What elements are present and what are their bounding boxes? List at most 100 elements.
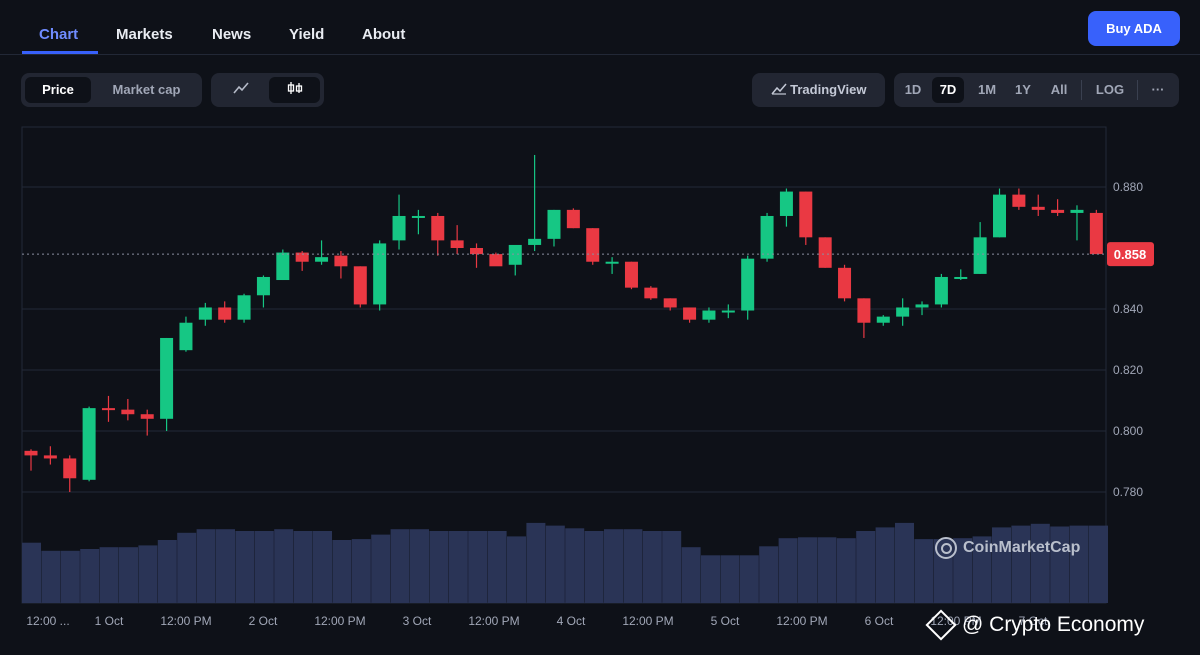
candle-body: [82, 408, 96, 480]
volume-bar: [681, 547, 701, 603]
crypto-economy-credit: @ Crypto Economy: [925, 609, 1144, 651]
range-1m-button[interactable]: 1M: [977, 82, 997, 97]
volume-bar: [875, 527, 895, 603]
volume-bar: [992, 527, 1011, 603]
x-tick-label: 2 Oct: [249, 614, 278, 628]
candle-body: [1070, 209, 1084, 213]
range-1d-button[interactable]: 1D: [904, 82, 922, 97]
volume-bar: [487, 531, 507, 603]
volume-bar: [895, 522, 914, 603]
candle-body: [411, 215, 425, 218]
tab-news[interactable]: News: [212, 26, 252, 43]
candle-body: [721, 310, 735, 313]
volume-bar: [1030, 523, 1050, 603]
volume-bars: [22, 522, 1108, 603]
candlestick-icon: [287, 78, 303, 104]
volume-bar: [817, 537, 837, 603]
x-tick-label: 5 Oct: [711, 614, 740, 628]
active-tab-indicator: [22, 51, 98, 54]
buy-ada-button[interactable]: Buy ADA: [1088, 11, 1180, 46]
volume-bar: [1011, 525, 1031, 603]
market-cap-button[interactable]: Market cap: [112, 82, 181, 97]
volume-bar: [313, 531, 332, 603]
more-options-button[interactable]: ···: [1151, 82, 1165, 97]
price-button[interactable]: Price: [25, 77, 91, 103]
top-navigation: Chart Markets News Yield About Buy ADA: [0, 0, 1200, 55]
volume-bar: [545, 525, 565, 603]
candle-body: [644, 287, 658, 299]
tradingview-button[interactable]: TradingView: [752, 73, 885, 107]
tab-chart[interactable]: Chart: [39, 26, 79, 43]
current-price-marker: 0.858: [22, 242, 1154, 267]
tab-about[interactable]: About: [362, 26, 406, 43]
price-tag-box: [1107, 242, 1154, 267]
candle-body: [450, 240, 464, 248]
candle-body: [993, 194, 1006, 238]
range-all-button[interactable]: All: [1050, 82, 1068, 97]
tab-yield[interactable]: Yield: [289, 26, 325, 43]
candle-body: [160, 337, 174, 419]
y-tick-label: 0.840: [1113, 302, 1143, 316]
volume-bar: [293, 531, 313, 603]
watermark-text: CoinMarketCap: [963, 539, 1081, 557]
tab-markets[interactable]: Markets: [116, 26, 173, 43]
price-marketcap-toggle: Price Market cap: [21, 73, 202, 107]
volume-bar: [972, 536, 992, 603]
range-1y-button[interactable]: 1Y: [1015, 82, 1031, 97]
candle-body: [256, 276, 270, 296]
volume-bar: [216, 529, 235, 603]
volume-bar: [642, 531, 662, 603]
candle-body: [876, 316, 890, 323]
x-tick-label: 1 Oct: [95, 614, 124, 628]
line-chart-button[interactable]: [215, 77, 267, 103]
candle-body: [663, 298, 677, 308]
candle-body: [470, 248, 484, 255]
candle-body: [1012, 194, 1026, 207]
candle-body: [838, 267, 852, 299]
volume-bar: [371, 534, 391, 603]
line-chart-icon: [233, 78, 249, 104]
candle-body: [954, 276, 968, 279]
tradingview-inner: TradingView: [756, 77, 881, 103]
volume-bar: [157, 540, 177, 603]
volume-bar: [623, 529, 643, 603]
divider: [1137, 80, 1138, 100]
volume-bar: [739, 555, 759, 603]
x-tick-label: 6 Oct: [865, 614, 894, 628]
candle-body: [101, 408, 115, 411]
volume-bar: [351, 539, 371, 603]
volume-bar: [448, 531, 468, 603]
volume-bar: [332, 540, 352, 603]
candle-body: [605, 261, 619, 264]
volume-bar: [80, 549, 100, 603]
volume-bar: [429, 531, 449, 603]
candle-body: [760, 215, 774, 259]
volume-bar: [565, 528, 585, 603]
candle-body: [431, 215, 445, 241]
candle-body: [179, 322, 193, 351]
volume-bar: [836, 538, 856, 603]
candle-body: [334, 255, 348, 267]
volume-bar: [196, 529, 216, 603]
candlesticks: [24, 154, 1103, 492]
candle-body: [489, 254, 503, 267]
candle-body: [392, 215, 406, 241]
volume-bar: [138, 545, 158, 603]
x-tick-label: 12:00 PM: [930, 614, 981, 628]
candle-body: [934, 276, 948, 305]
volume-bar: [254, 531, 274, 603]
x-tick-label: 4 Oct: [557, 614, 586, 628]
candle-body: [43, 455, 57, 459]
volume-bar: [235, 531, 255, 603]
candle-body: [586, 228, 600, 262]
volume-bar: [119, 547, 138, 603]
range-7d-button[interactable]: 7D: [932, 77, 964, 103]
candle-body: [779, 191, 793, 216]
candlestick-button[interactable]: [269, 77, 320, 103]
log-scale-button[interactable]: LOG: [1095, 82, 1125, 97]
candle-body: [295, 252, 309, 262]
volume-bar: [701, 555, 720, 603]
candle-body: [702, 310, 716, 320]
tradingview-label: TradingView: [790, 82, 867, 97]
